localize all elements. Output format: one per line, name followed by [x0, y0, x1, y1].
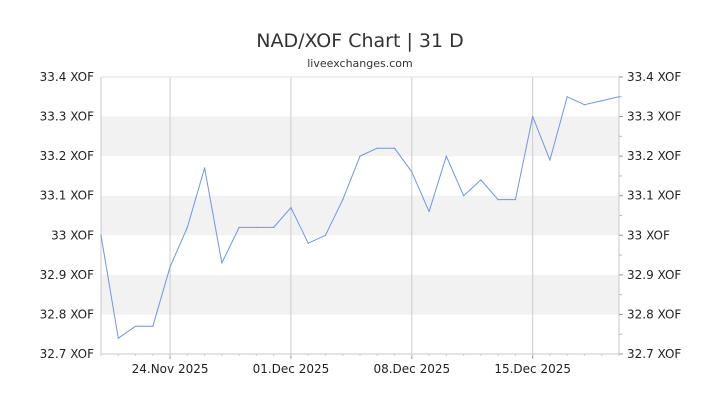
data-point — [463, 195, 465, 197]
data-point — [497, 199, 499, 201]
data-point — [273, 226, 275, 228]
data-point — [445, 155, 447, 157]
data-point — [186, 226, 188, 228]
data-point — [117, 337, 119, 339]
grid-bands — [101, 116, 619, 315]
y-tick-label-right: 33.2 XOF — [627, 149, 681, 163]
x-axis: 24.Nov 2025 01.Dec 2025 08.Dec 2025 15.Dec … — [100, 354, 620, 376]
data-point — [324, 234, 327, 236]
y-tick-label-left: 33.4 XOF — [40, 70, 94, 84]
data-point — [549, 159, 551, 161]
y-tick-label-right: 32.8 XOF — [627, 307, 681, 321]
y-tick-label-left: 32.9 XOF — [40, 268, 94, 282]
y-tick-label-left: 33.2 XOF — [40, 149, 94, 163]
y-tick-label-right: 32.9 XOF — [627, 268, 681, 282]
data-point — [411, 171, 413, 173]
data-point — [204, 167, 206, 169]
chart-subtitle: liveexchanges.com — [307, 57, 412, 70]
data-point — [169, 266, 171, 268]
x-tick-label: 01.Dec 2025 — [253, 362, 330, 376]
y-tick-label-left: 32.7 XOF — [40, 347, 94, 361]
data-point — [359, 155, 361, 157]
data-point — [532, 115, 534, 118]
grid-band — [101, 274, 619, 315]
data-point — [428, 210, 430, 213]
data-point — [618, 96, 620, 98]
data-point — [393, 147, 396, 149]
vertical-gridlines — [169, 77, 534, 354]
y-tick-label-left: 33 XOF — [51, 228, 94, 242]
data-point — [134, 325, 137, 327]
data-point — [238, 226, 240, 228]
data-point — [583, 104, 586, 106]
x-tick-label: 15.Dec 2025 — [494, 362, 571, 376]
y-tick-label-left: 33.3 XOF — [40, 110, 94, 124]
grid-band — [101, 116, 619, 157]
y-axis-right: 33.4 XOF 33.3 XOF 33.2 XOF 33.1 XOF 33 XOF 32… — [619, 70, 681, 361]
y-tick-label-right: 32.7 XOF — [627, 347, 681, 361]
data-point — [290, 206, 292, 209]
data-point — [152, 325, 154, 327]
data-point — [342, 199, 344, 201]
data-point — [566, 96, 568, 98]
y-tick-label-left: 33.1 XOF — [40, 189, 94, 203]
data-point — [376, 147, 378, 149]
y-tick-label-right: 33.4 XOF — [627, 70, 681, 84]
series-group — [100, 96, 620, 339]
data-point — [514, 199, 517, 201]
x-tick-label: 08.Dec 2025 — [373, 362, 450, 376]
y-tick-label-right: 33.1 XOF — [627, 189, 681, 203]
grid-band — [101, 195, 619, 236]
chart-title: NAD/XOF Chart | 31 D — [256, 30, 464, 52]
x-tick-label: 24.Nov 2025 — [132, 362, 209, 376]
y-axis-left: 33.4 XOF 33.3 XOF 33.2 XOF 33.1 XOF 33 XOF 32… — [40, 70, 94, 361]
data-point — [307, 242, 309, 244]
data-point — [221, 262, 223, 264]
y-tick-label-left: 32.8 XOF — [40, 307, 94, 321]
y-tick-label-right: 33.3 XOF — [627, 110, 681, 124]
data-point — [480, 179, 482, 181]
data-point — [100, 234, 102, 236]
y-tick-label-right: 33 XOF — [627, 228, 670, 242]
data-point — [255, 226, 257, 228]
data-point — [601, 100, 603, 102]
